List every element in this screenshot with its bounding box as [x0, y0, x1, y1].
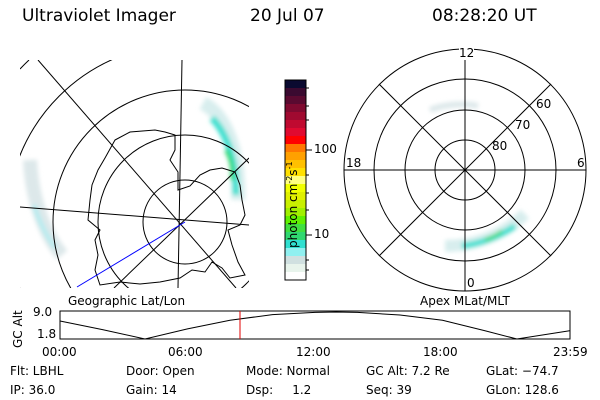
colorbar-segment — [285, 248, 306, 257]
altitude-plot-frame — [59, 310, 571, 340]
unit-exp1: -2 — [285, 175, 294, 184]
colorbar-segment — [285, 168, 306, 177]
ytick-min: 1.8 — [37, 327, 57, 341]
colorbar-segment — [285, 160, 306, 169]
time-label: 08:28:20 UT — [432, 6, 537, 26]
colorbar-segment — [285, 264, 306, 273]
ip-info: IP: 36.0 — [10, 383, 56, 397]
colorbar-segment — [285, 208, 306, 217]
antarctica-coastline — [87, 129, 246, 286]
aurora-emission-geo — [23, 96, 246, 260]
mlt-label-12: 12 — [459, 46, 475, 60]
lat-label-80: 80 — [492, 139, 508, 153]
colorbar-tick-10: 10 — [314, 227, 330, 241]
colorbar-segment — [285, 272, 306, 281]
unit-text: photon cm — [286, 183, 300, 248]
xtick-4: 23:59 — [553, 345, 588, 359]
colorbar-segment — [285, 232, 306, 241]
colorbar-segment — [285, 120, 306, 129]
colorbar-segment — [285, 144, 306, 153]
glon-info: GLon: 128.6 — [486, 383, 559, 397]
geographic-label: Geographic Lat/Lon — [68, 294, 186, 308]
mlt-label-0: 0 — [467, 276, 475, 290]
ytick-max: 9.0 — [33, 305, 53, 319]
xtick-2: 12:00 — [296, 345, 331, 359]
unit-s: s — [286, 169, 300, 176]
colorbar-unit-label: photon cm-2s-1 — [285, 161, 300, 248]
colorbar-segment — [285, 96, 306, 105]
dsp-info: Dsp: 1.2 — [246, 383, 312, 397]
aurora-emission-mag — [428, 101, 530, 252]
colorbar-segment — [285, 192, 306, 201]
colorbar-segment — [285, 104, 306, 113]
xtick-3: 18:00 — [423, 345, 458, 359]
filter-info: Flt: LBHL — [10, 364, 64, 378]
colorbar-segment — [285, 88, 306, 97]
colorbar-segment — [285, 200, 306, 209]
colorbar-segment — [285, 216, 306, 225]
altitude-axis-label: GC Alt — [11, 310, 25, 348]
gain-info: Gain: 14 — [126, 383, 177, 397]
colorbar-segment — [285, 136, 306, 145]
lat-label-60: 60 — [536, 97, 552, 111]
altitude-curve — [59, 311, 570, 340]
mlt-label-6: 6 — [577, 156, 585, 170]
colorbar-segment — [285, 112, 306, 121]
colorbar-segment — [285, 152, 306, 161]
instrument-title: Ultraviolet Imager — [22, 6, 176, 26]
colorbar-tick-100: 100 — [314, 142, 337, 156]
colorbar-segment — [285, 256, 306, 265]
lat-label-70: 70 — [515, 118, 531, 132]
door-info: Door: Open — [126, 364, 195, 378]
colorbar-segment — [285, 176, 306, 185]
lat-circles — [20, 60, 249, 288]
apex-label: Apex MLat/MLT — [420, 294, 510, 308]
mlt-label-18: 18 — [346, 156, 362, 170]
date-label: 20 Jul 07 — [250, 6, 325, 26]
glat-info: GLat: −74.7 — [486, 364, 559, 378]
geographic-map — [20, 60, 249, 288]
magnetic-polar-plot — [343, 48, 587, 292]
colorbar-ticks — [306, 87, 312, 271]
colorbar-segment — [285, 80, 306, 89]
lon-lines — [20, 60, 249, 288]
mode-info: Mode: Normal — [246, 364, 330, 378]
colorbar — [285, 80, 306, 281]
satellite-track — [76, 221, 186, 288]
seq-info: Seq: 39 — [366, 383, 412, 397]
unit-exp2: -1 — [285, 161, 294, 170]
xtick-0: 00:00 — [42, 345, 77, 359]
colorbar-segment — [285, 224, 306, 233]
xtick-1: 06:00 — [168, 345, 203, 359]
colorbar-segment — [285, 128, 306, 137]
colorbar-segment — [285, 184, 306, 193]
colorbar-segment — [285, 240, 306, 249]
gc-alt-info: GC Alt: 7.2 Re — [366, 364, 450, 378]
